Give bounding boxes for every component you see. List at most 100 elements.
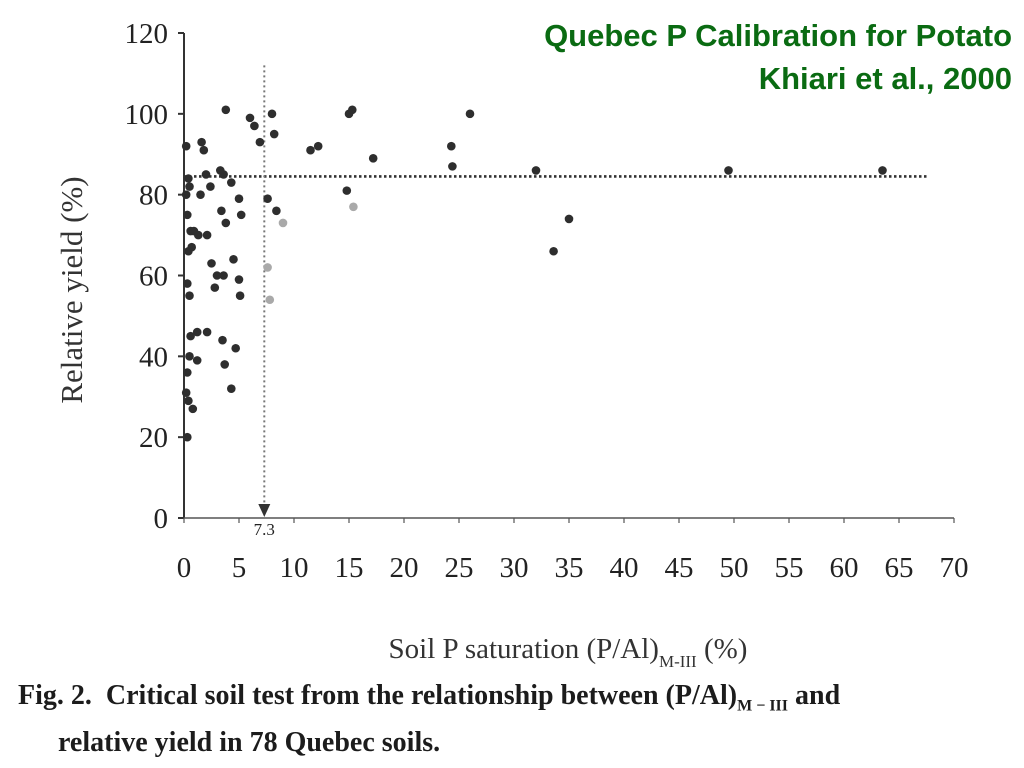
data-point	[267, 109, 277, 119]
critical-arrowhead	[258, 504, 271, 517]
data-point	[186, 331, 195, 341]
data-point	[183, 279, 192, 288]
slide-title: Quebec P Calibration for Potato Khiari e…	[544, 14, 1012, 100]
data-point	[192, 327, 202, 337]
data-point	[878, 166, 887, 175]
data-point	[212, 271, 222, 280]
x-tick-label: 50	[720, 552, 749, 584]
y-tick-label: 100	[125, 99, 169, 131]
data-point	[220, 360, 229, 369]
data-point-faded	[349, 202, 358, 212]
data-point	[269, 129, 279, 139]
critical-guides: 7.3	[184, 65, 927, 539]
data-point	[188, 404, 198, 414]
caption-line-2: relative yield in 78 Quebec soils.	[58, 726, 441, 758]
data-point	[206, 182, 215, 191]
data-point	[221, 218, 231, 228]
scatter-chart: 0 20 40 60 80 100 120 0 5 10 15 20 25 30 35 40 45 50 55 60 6…	[54, 18, 969, 670]
data-point	[197, 137, 206, 147]
x-tick-label: 35	[555, 552, 584, 584]
data-point	[448, 162, 457, 171]
caption-subscript: M − III	[737, 697, 788, 715]
data-point	[531, 166, 541, 175]
data-point	[181, 141, 191, 151]
y-tick-label: 40	[139, 341, 168, 373]
data-point	[342, 186, 352, 195]
data-points	[181, 105, 887, 442]
data-point	[564, 214, 574, 224]
data-point	[196, 190, 205, 199]
data-point	[227, 384, 236, 393]
data-point	[236, 210, 246, 220]
x-tick-label: 20	[390, 552, 419, 584]
critical-x-label: 7.3	[254, 520, 275, 539]
y-tick-label: 60	[139, 261, 168, 293]
data-point	[245, 113, 255, 123]
x-tick-label: 65	[885, 552, 914, 584]
data-point	[724, 166, 733, 175]
data-point	[229, 255, 238, 264]
data-point	[185, 182, 194, 191]
x-tick-label: 0	[177, 552, 192, 584]
data-point	[181, 388, 191, 398]
data-point	[201, 170, 211, 179]
data-point	[234, 194, 244, 204]
data-point	[199, 145, 209, 155]
x-tick-label: 15	[335, 552, 364, 584]
data-point	[207, 259, 216, 268]
data-point	[250, 121, 259, 131]
data-point	[255, 137, 265, 147]
data-point	[184, 396, 193, 406]
data-point	[227, 178, 236, 187]
data-point-faded	[263, 263, 272, 272]
x-tick-label: 40	[610, 552, 639, 584]
data-point	[368, 153, 378, 163]
data-point	[235, 291, 245, 301]
data-point	[221, 105, 231, 115]
y-tick-label: 0	[154, 503, 169, 535]
x-axis-label: Soil P saturation (P/Al)M-III (%)	[389, 633, 748, 670]
x-tick-label: 60	[830, 552, 859, 584]
axis-labels: Relative yield (%) Soil P saturation (P/…	[54, 176, 747, 670]
data-point	[184, 174, 193, 183]
title-line-1: Quebec P Calibration for Potato	[544, 18, 1012, 53]
data-point	[210, 283, 220, 292]
data-point	[217, 206, 226, 216]
data-point	[192, 356, 202, 365]
data-point	[465, 109, 475, 119]
data-point	[202, 230, 212, 240]
data-point	[263, 194, 272, 204]
data-point-faded	[278, 218, 288, 228]
data-point	[306, 145, 315, 155]
x-tick-label: 5	[232, 552, 247, 584]
data-point	[231, 343, 240, 353]
title-line-2: Khiari et al., 2000	[758, 61, 1012, 96]
data-point	[219, 271, 228, 280]
y-tick-label: 20	[139, 422, 168, 454]
data-point	[184, 246, 193, 256]
figure-caption: Fig. 2. Critical soil test from the rela…	[18, 678, 1018, 761]
data-point	[218, 335, 227, 345]
data-point	[185, 291, 194, 301]
x-tick-label: 55	[775, 552, 804, 584]
x-tick-label: 30	[500, 552, 529, 584]
data-point	[313, 141, 323, 151]
x-tick-label: 25	[445, 552, 474, 584]
data-point	[183, 368, 192, 377]
data-point	[549, 246, 558, 256]
data-point	[183, 432, 192, 442]
y-tick-label: 80	[139, 180, 168, 212]
data-point	[216, 166, 225, 175]
data-point	[183, 210, 192, 220]
data-point	[447, 141, 456, 151]
data-point	[181, 190, 191, 199]
y-axis-label: Relative yield (%)	[54, 176, 89, 403]
x-tick-label: 45	[665, 552, 694, 584]
y-tick-label: 120	[125, 18, 169, 50]
x-tick-label: 10	[280, 552, 309, 584]
data-point	[272, 206, 281, 216]
data-point-faded	[265, 295, 275, 305]
data-point	[185, 352, 194, 361]
x-tick-label: 70	[940, 552, 969, 584]
caption-text-b: and	[788, 680, 841, 711]
